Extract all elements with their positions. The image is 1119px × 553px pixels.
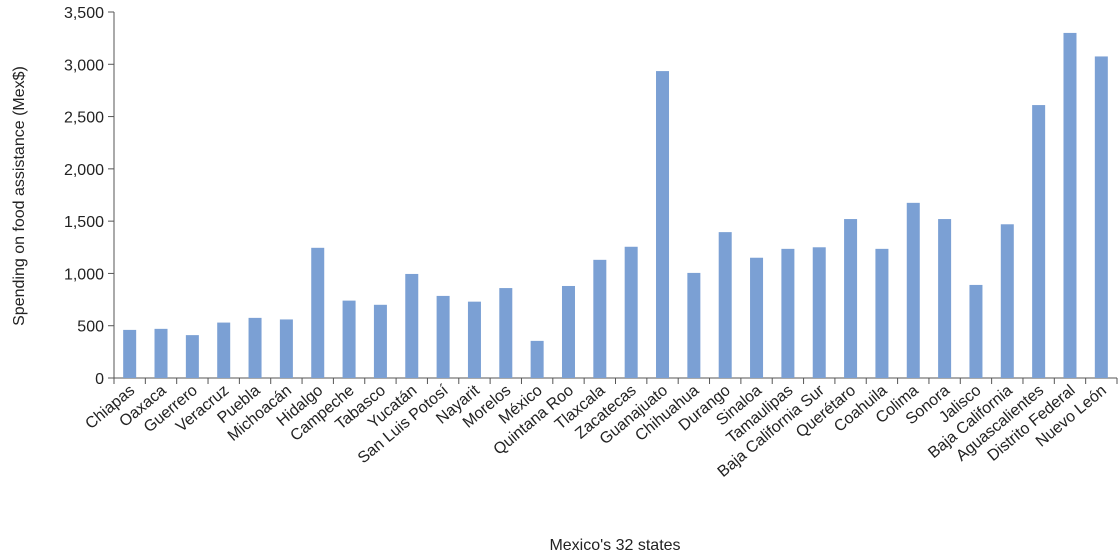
bar — [154, 328, 168, 378]
y-tick-label: 2,000 — [64, 162, 104, 179]
bar — [1063, 32, 1077, 379]
bar — [342, 300, 356, 378]
y-tick-label: 3,500 — [64, 5, 104, 22]
bar — [311, 247, 325, 378]
bar — [812, 247, 826, 378]
bar — [1094, 56, 1108, 378]
bar — [405, 273, 419, 378]
bar — [436, 295, 450, 378]
bar — [561, 285, 575, 378]
bar — [593, 259, 607, 378]
y-tick-label: 1,000 — [64, 266, 104, 283]
bar — [530, 340, 544, 378]
bar — [248, 317, 262, 378]
bar — [656, 71, 670, 378]
bar — [1032, 105, 1046, 378]
y-axis-title: Spending on food assistance (Mex$) — [11, 66, 28, 326]
y-tick-label: 2,500 — [64, 110, 104, 127]
bar — [499, 288, 513, 378]
bars — [123, 32, 1108, 379]
y-tick-label: 3,000 — [64, 57, 104, 74]
bar — [185, 335, 199, 378]
bar — [123, 329, 137, 378]
y-tick-label: 0 — [95, 371, 104, 388]
category-labels: ChiapasOaxacaGuerreroVeracruzPueblaMicho… — [82, 382, 1110, 481]
bar — [750, 257, 764, 378]
x-axis — [113, 377, 1118, 384]
y-tick-label: 500 — [77, 319, 104, 336]
bar — [875, 248, 889, 378]
bar — [687, 272, 701, 378]
bar — [467, 301, 481, 378]
bar — [906, 202, 920, 378]
bar — [624, 246, 638, 378]
y-tick-label: 1,500 — [64, 214, 104, 231]
x-axis-title: Mexico's 32 states — [549, 537, 680, 553]
bar — [718, 232, 732, 378]
bar — [279, 319, 293, 378]
bar — [217, 322, 231, 378]
bar — [938, 219, 952, 378]
bar — [781, 248, 795, 378]
bar — [373, 304, 387, 378]
bar — [1000, 224, 1014, 378]
bar — [969, 284, 983, 378]
bar — [844, 219, 858, 378]
y-axis: 0 500 1,000 1,500 2,000 2,500 3,000 3,500 — [64, 5, 115, 388]
